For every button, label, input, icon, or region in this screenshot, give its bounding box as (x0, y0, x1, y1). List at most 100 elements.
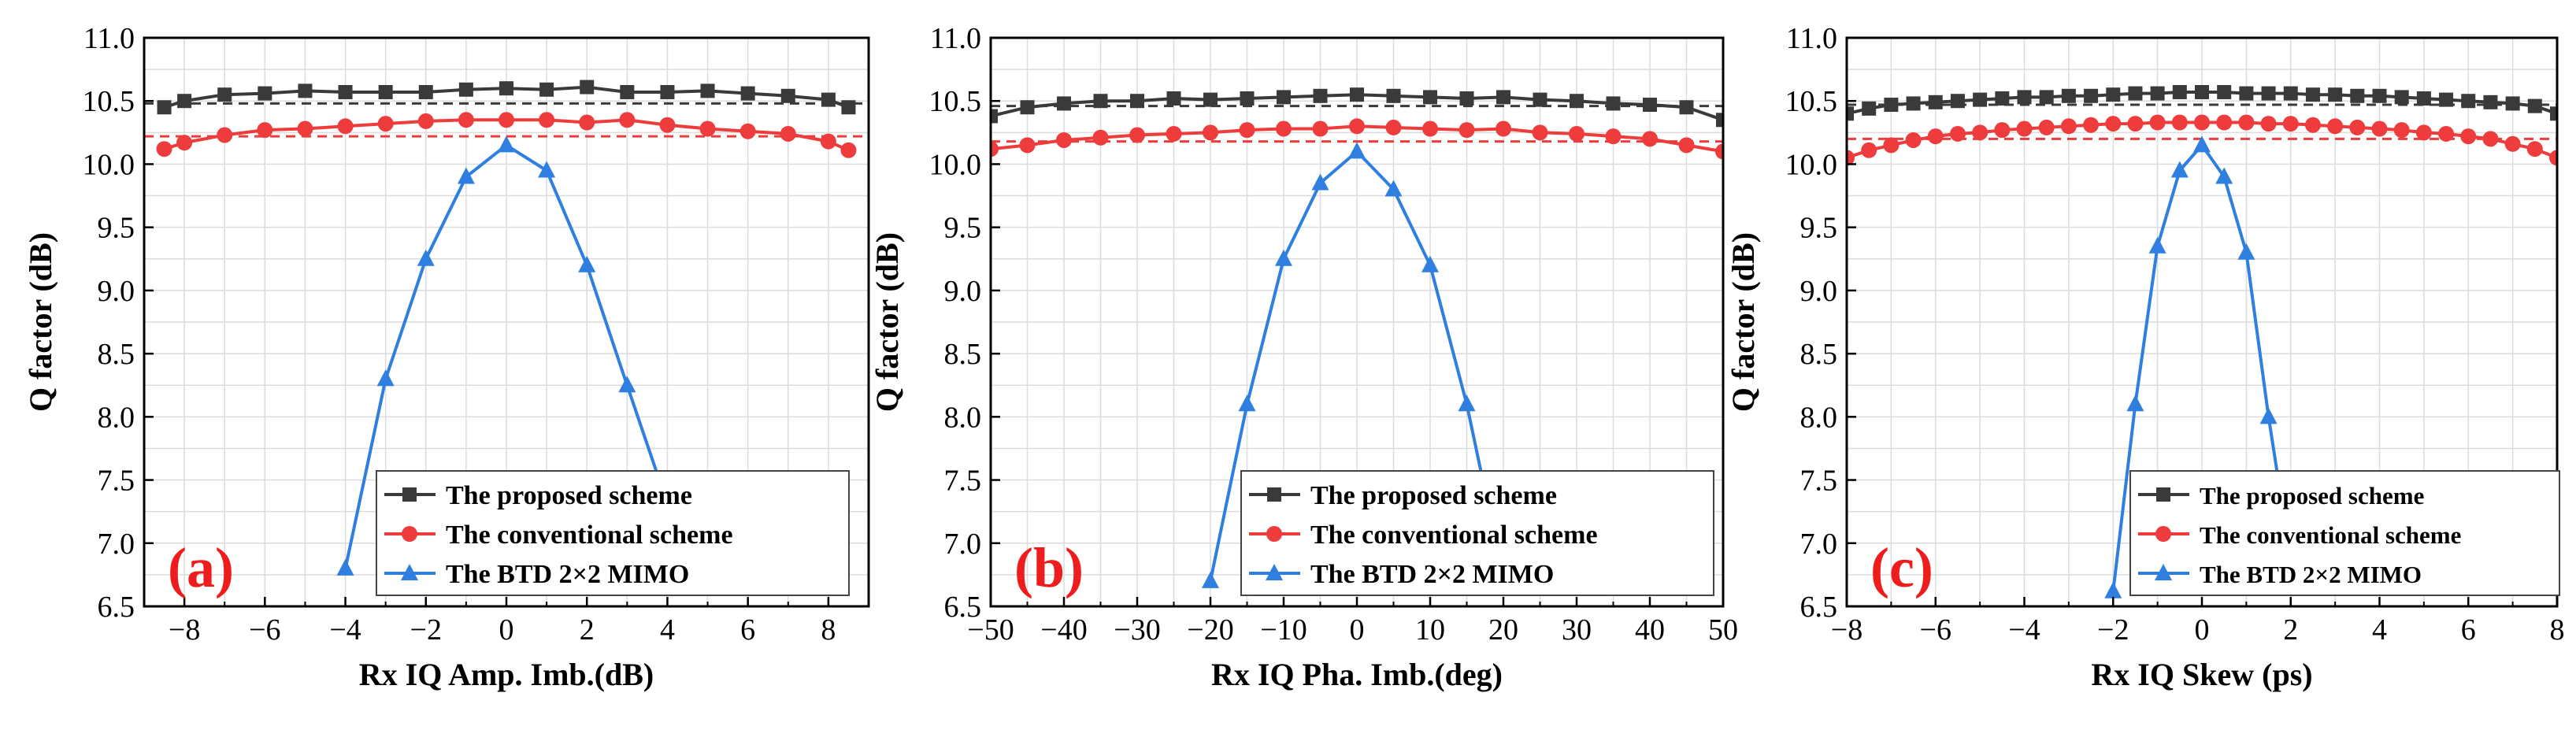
data-point-proposed (2416, 91, 2431, 106)
data-point-conventional (297, 120, 313, 137)
data-point-conventional (1349, 118, 1365, 135)
data-point-conventional (458, 112, 474, 128)
legend-marker-proposed (402, 487, 417, 502)
data-point-conventional (1019, 137, 1036, 154)
data-point-proposed (2239, 86, 2254, 101)
data-point-proposed (821, 92, 836, 107)
legend-label-conventional: The conventional scheme (2200, 521, 2461, 549)
data-point-proposed (991, 109, 998, 124)
panel-label: (c) (1870, 536, 1933, 599)
x-tick-label: −8 (169, 613, 200, 647)
data-point-conventional (2371, 120, 2388, 137)
data-point-proposed (458, 82, 473, 97)
data-point-proposed (660, 84, 675, 99)
data-point-proposed (258, 86, 272, 101)
legend-box (376, 470, 850, 596)
data-point-btd (538, 161, 556, 178)
y-tick-label: 6.5 (1800, 591, 1838, 624)
x-tick-label: −6 (249, 613, 280, 647)
data-point-proposed (1643, 98, 1657, 113)
chart-panel-0: −8 −6 −4 −2 0 2 4 6 8 6.5 7.0 7.5 8.0 8.5 9.0 9.5 10.0 10… (23, 22, 870, 692)
data-point-conventional (2327, 118, 2344, 135)
data-point-conventional (2016, 120, 2033, 137)
data-point-btd (1311, 173, 1329, 191)
data-point-proposed (740, 86, 755, 101)
x-tick-label: −2 (2097, 613, 2129, 647)
data-point-btd (1275, 249, 1292, 266)
legend-marker-proposed (2156, 487, 2170, 502)
data-point-proposed (2483, 94, 2498, 109)
series-group (156, 80, 857, 576)
data-point-conventional (579, 114, 595, 131)
y-tick-label: 7.5 (944, 465, 982, 498)
data-point-conventional (739, 123, 756, 139)
chart-panel-2: −8 −6 −4 −2 0 2 4 6 8 6.5 7.0 7.5 8.0 8.5 9.0 9.5 10.0 10… (1725, 22, 2565, 692)
data-point-proposed (2061, 88, 2076, 103)
data-point-conventional (417, 113, 434, 129)
data-point-conventional (780, 125, 796, 142)
data-point-conventional (2438, 125, 2455, 142)
x-tick-label: −30 (1114, 613, 1160, 647)
x-tick-label: −6 (1920, 613, 1951, 647)
data-point-conventional (2393, 122, 2410, 139)
data-point-proposed (620, 84, 635, 99)
y-axis-label: Q factor (dB) (23, 232, 58, 412)
x-tick-label: −8 (1831, 613, 1863, 647)
x-tick-label: 4 (2372, 613, 2387, 647)
y-tick-label: 6.5 (944, 591, 982, 624)
legend-marker-conventional (402, 526, 417, 542)
x-tick-label: 4 (660, 613, 675, 647)
legend-marker-proposed (1267, 487, 1281, 502)
data-point-proposed (2217, 84, 2232, 99)
legend: The proposed scheme The conventional sche… (2129, 470, 2560, 596)
data-point-btd (1458, 395, 1476, 412)
data-point-proposed (780, 88, 795, 103)
legend-label-conventional: The conventional scheme (1310, 521, 1598, 550)
legend-label-proposed: The proposed scheme (2200, 482, 2424, 509)
y-tick-label: 7.0 (98, 528, 135, 561)
y-tick-label: 7.5 (1800, 465, 1838, 498)
panel-label: (b) (1014, 536, 1084, 599)
data-point-btd (2237, 243, 2255, 260)
data-point-proposed (1496, 90, 1510, 105)
legend-label-proposed: The proposed scheme (446, 481, 692, 510)
y-tick-label: 7.0 (1800, 528, 1838, 561)
data-point-conventional (2060, 118, 2077, 135)
data-point-proposed (1533, 92, 1547, 107)
data-point-proposed (2527, 98, 2542, 113)
y-tick-label: 11.0 (1786, 22, 1837, 55)
data-point-conventional (377, 116, 394, 132)
y-tick-label: 7.0 (944, 528, 982, 561)
data-point-proposed (2394, 90, 2409, 105)
data-point-conventional (2038, 119, 2055, 135)
data-point-proposed (1679, 100, 1694, 115)
x-tick-label: 20 (1488, 613, 1518, 647)
y-tick-label: 8.5 (98, 338, 135, 371)
data-point-proposed (157, 100, 172, 115)
legend: The proposed scheme The conventional sche… (376, 470, 850, 596)
data-point-conventional (1276, 120, 1292, 137)
x-tick-label: 6 (740, 613, 755, 647)
data-point-proposed (2017, 90, 2032, 105)
legend: The proposed scheme The conventional sche… (1240, 470, 1714, 596)
data-point-btd (2259, 407, 2278, 424)
data-point-proposed (841, 100, 856, 115)
x-tick-label: 8 (2550, 613, 2565, 647)
data-point-conventional (1458, 122, 1475, 139)
data-point-proposed (2550, 106, 2557, 121)
data-point-conventional (659, 117, 676, 133)
data-point-conventional (2415, 124, 2432, 141)
data-point-conventional (2504, 135, 2521, 152)
y-tick-label: 8.0 (944, 401, 982, 434)
data-point-conventional (1422, 120, 1438, 137)
y-tick-label: 10.5 (83, 85, 135, 118)
legend-box (1240, 470, 1714, 596)
data-point-conventional (1972, 124, 1989, 141)
data-point-conventional (2460, 128, 2477, 145)
data-point-proposed (1057, 96, 1071, 111)
data-point-conventional (2105, 116, 2122, 132)
legend-label-conventional: The conventional scheme (446, 521, 733, 550)
data-point-proposed (2283, 86, 2298, 101)
data-point-proposed (2150, 86, 2165, 101)
data-point-conventional (1092, 129, 1109, 146)
